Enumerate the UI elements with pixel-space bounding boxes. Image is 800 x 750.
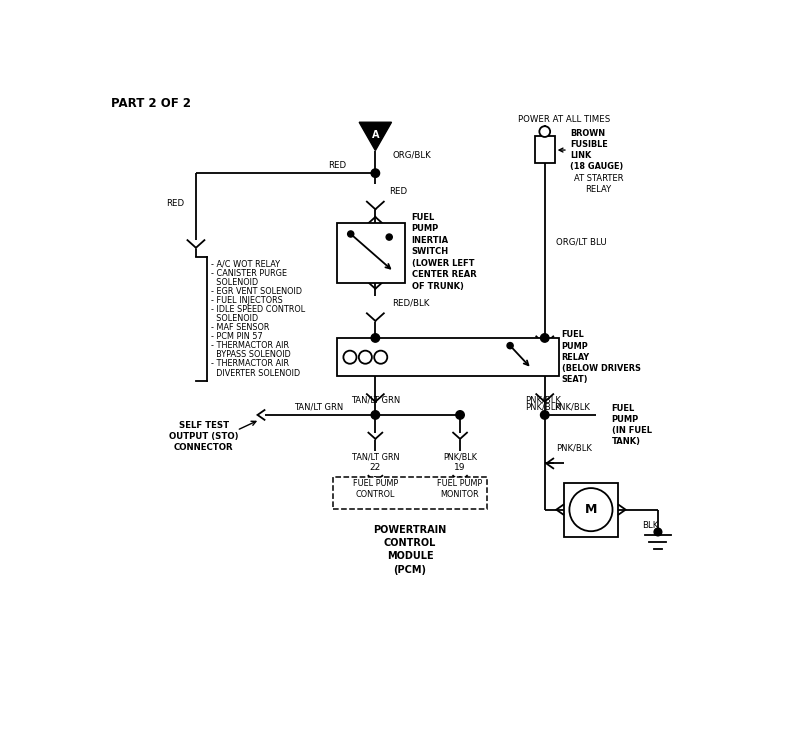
Polygon shape	[359, 122, 391, 151]
Text: TAN/LT GRN: TAN/LT GRN	[351, 453, 399, 462]
Text: RED: RED	[390, 188, 407, 196]
Text: FUEL PUMP
MONITOR: FUEL PUMP MONITOR	[438, 479, 482, 499]
Circle shape	[539, 126, 550, 137]
Circle shape	[386, 234, 392, 240]
Text: RED/BLK: RED/BLK	[392, 298, 430, 307]
Text: PART 2 OF 2: PART 2 OF 2	[111, 98, 191, 110]
Text: SOLENOID: SOLENOID	[211, 314, 258, 323]
Text: - IDLE SPEED CONTROL: - IDLE SPEED CONTROL	[211, 305, 306, 314]
Text: TAN/LT GRN: TAN/LT GRN	[294, 403, 344, 412]
Circle shape	[541, 411, 549, 419]
Text: FUEL
PUMP
RELAY
(BELOW DRIVERS
SEAT): FUEL PUMP RELAY (BELOW DRIVERS SEAT)	[562, 331, 641, 384]
Text: TAN/LT GRN: TAN/LT GRN	[350, 396, 400, 405]
Text: PNK/BLK: PNK/BLK	[556, 443, 592, 452]
Text: BYPASS SOLENOID: BYPASS SOLENOID	[211, 350, 291, 359]
Circle shape	[456, 411, 464, 419]
Text: A: A	[371, 130, 379, 140]
Text: 19: 19	[454, 463, 466, 472]
Circle shape	[348, 231, 354, 237]
Text: - CANISTER PURGE: - CANISTER PURGE	[211, 268, 287, 278]
Text: - FUEL INJECTORS: - FUEL INJECTORS	[211, 296, 283, 304]
Text: POWERTRAIN
CONTROL
MODULE
(PCM): POWERTRAIN CONTROL MODULE (PCM)	[374, 525, 446, 574]
Text: - THERMACTOR AIR: - THERMACTOR AIR	[211, 341, 290, 350]
Text: - MAF SENSOR: - MAF SENSOR	[211, 323, 270, 332]
Bar	[564, 483, 618, 536]
Circle shape	[507, 343, 513, 349]
Text: BROWN
FUSIBLE
LINK
(18 GAUGE): BROWN FUSIBLE LINK (18 GAUGE)	[570, 129, 623, 171]
Bar	[337, 224, 405, 283]
Text: BLK: BLK	[642, 521, 658, 530]
Text: FUEL PUMP
CONTROL: FUEL PUMP CONTROL	[353, 479, 398, 499]
Text: 22: 22	[370, 463, 381, 472]
Text: FUEL
PUMP
INERTIA
SWITCH
(LOWER LEFT
CENTER REAR
OF TRUNK): FUEL PUMP INERTIA SWITCH (LOWER LEFT CEN…	[411, 213, 476, 290]
Text: FUEL
PUMP
(IN FUEL
TANK): FUEL PUMP (IN FUEL TANK)	[612, 404, 652, 446]
Text: PNK/BLK: PNK/BLK	[443, 453, 477, 462]
Text: PNK/BLK: PNK/BLK	[554, 403, 590, 412]
Text: - A/C WOT RELAY: - A/C WOT RELAY	[211, 260, 281, 268]
Circle shape	[371, 411, 379, 419]
Text: M: M	[585, 503, 597, 516]
Text: RED: RED	[328, 161, 346, 170]
Circle shape	[541, 334, 549, 342]
Circle shape	[371, 334, 379, 342]
Text: troubleshootmyvehicle.com: troubleshootmyvehicle.com	[344, 351, 530, 364]
Text: - PCM PIN 57: - PCM PIN 57	[211, 332, 263, 341]
Bar	[337, 338, 558, 376]
Text: PNK/BLK: PNK/BLK	[526, 403, 561, 412]
Text: - THERMACTOR AIR: - THERMACTOR AIR	[211, 359, 290, 368]
Circle shape	[654, 528, 662, 536]
Text: - EGR VENT SOLENOID: - EGR VENT SOLENOID	[211, 286, 302, 296]
Text: PNK/BLK: PNK/BLK	[526, 396, 561, 405]
Bar	[534, 136, 554, 164]
Text: AT STARTER
RELAY: AT STARTER RELAY	[574, 174, 623, 194]
Circle shape	[371, 169, 379, 178]
Text: SELF TEST
OUTPUT (STO)
CONNECTOR: SELF TEST OUTPUT (STO) CONNECTOR	[169, 421, 238, 452]
Bar	[333, 476, 487, 509]
Text: POWER AT ALL TIMES: POWER AT ALL TIMES	[518, 115, 610, 124]
Text: DIVERTER SOLENOID: DIVERTER SOLENOID	[211, 368, 301, 377]
Text: RED: RED	[166, 200, 184, 208]
Text: ORG/LT BLU: ORG/LT BLU	[555, 238, 606, 247]
Text: SOLENOID: SOLENOID	[211, 278, 258, 286]
Text: ORG/BLK: ORG/BLK	[392, 151, 431, 160]
